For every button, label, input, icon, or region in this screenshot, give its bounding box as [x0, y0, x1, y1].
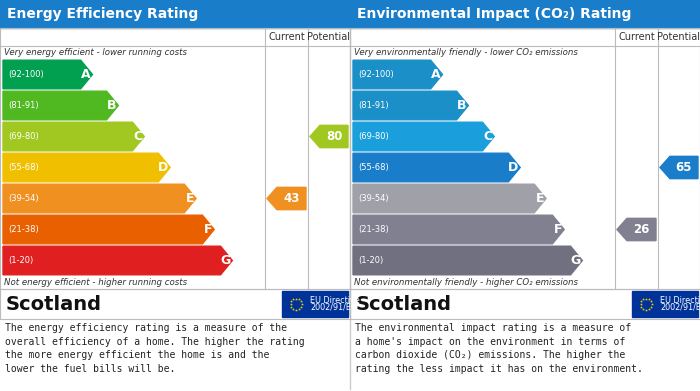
Polygon shape	[353, 91, 468, 120]
Polygon shape	[353, 60, 442, 89]
Text: (1-20): (1-20)	[8, 256, 34, 265]
Polygon shape	[353, 122, 494, 151]
Text: C: C	[133, 130, 142, 143]
Text: A: A	[81, 68, 90, 81]
Polygon shape	[353, 215, 564, 244]
Text: G: G	[570, 254, 580, 267]
Text: A: A	[431, 68, 440, 81]
Polygon shape	[3, 122, 144, 151]
Text: Very environmentally friendly - lower CO₂ emissions: Very environmentally friendly - lower CO…	[354, 48, 578, 57]
Text: 80: 80	[326, 130, 342, 143]
Bar	[0, 28, 350, 289]
Text: F: F	[204, 223, 212, 236]
Bar	[350, 0, 700, 28]
Bar	[632, 291, 698, 317]
Text: B: B	[457, 99, 466, 112]
Polygon shape	[3, 91, 118, 120]
Text: Energy Efficiency Rating: Energy Efficiency Rating	[7, 7, 198, 21]
Text: (1-20): (1-20)	[358, 256, 384, 265]
Text: (69-80): (69-80)	[358, 132, 388, 141]
Text: (55-68): (55-68)	[358, 163, 388, 172]
Polygon shape	[353, 184, 546, 213]
Polygon shape	[3, 246, 232, 275]
Text: D: D	[508, 161, 518, 174]
Text: (55-68): (55-68)	[8, 163, 38, 172]
Text: Scotland: Scotland	[356, 294, 452, 314]
Polygon shape	[660, 156, 698, 179]
Text: E: E	[186, 192, 194, 205]
Polygon shape	[3, 215, 214, 244]
Polygon shape	[267, 187, 306, 210]
Polygon shape	[310, 126, 348, 148]
Text: (21-38): (21-38)	[358, 225, 388, 234]
Text: Current: Current	[618, 32, 655, 42]
Text: (81-91): (81-91)	[358, 101, 388, 110]
Text: 65: 65	[676, 161, 692, 174]
Bar	[350, 289, 700, 319]
Text: C: C	[483, 130, 492, 143]
Polygon shape	[617, 218, 656, 240]
Text: B: B	[107, 99, 116, 112]
Polygon shape	[3, 184, 196, 213]
Bar	[0, 289, 350, 319]
Text: Potential: Potential	[307, 32, 351, 42]
Text: G: G	[220, 254, 230, 267]
Polygon shape	[353, 246, 582, 275]
Text: Not environmentally friendly - higher CO₂ emissions: Not environmentally friendly - higher CO…	[354, 278, 578, 287]
Text: (69-80): (69-80)	[8, 132, 38, 141]
Bar	[350, 28, 700, 289]
Text: 43: 43	[284, 192, 300, 205]
Text: Very energy efficient - lower running costs: Very energy efficient - lower running co…	[4, 48, 187, 57]
Text: The energy efficiency rating is a measure of the
overall efficiency of a home. T: The energy efficiency rating is a measur…	[5, 323, 304, 374]
Polygon shape	[353, 153, 520, 182]
Text: EU Directive: EU Directive	[310, 296, 360, 305]
Text: Scotland: Scotland	[6, 294, 102, 314]
Polygon shape	[3, 60, 92, 89]
Text: Environmental Impact (CO₂) Rating: Environmental Impact (CO₂) Rating	[357, 7, 631, 21]
Text: The environmental impact rating is a measure of
a home's impact on the environme: The environmental impact rating is a mea…	[355, 323, 643, 374]
Text: Potential: Potential	[657, 32, 700, 42]
Text: 26: 26	[634, 223, 650, 236]
Text: E: E	[536, 192, 544, 205]
Polygon shape	[3, 153, 170, 182]
Text: Not energy efficient - higher running costs: Not energy efficient - higher running co…	[4, 278, 187, 287]
Text: (39-54): (39-54)	[358, 194, 388, 203]
Bar	[0, 0, 350, 28]
Text: Current: Current	[268, 32, 305, 42]
Text: (21-38): (21-38)	[8, 225, 38, 234]
Text: 2002/91/EC: 2002/91/EC	[660, 303, 700, 312]
Text: 2002/91/EC: 2002/91/EC	[310, 303, 356, 312]
Text: (39-54): (39-54)	[8, 194, 38, 203]
Text: (81-91): (81-91)	[8, 101, 38, 110]
Text: (92-100): (92-100)	[8, 70, 43, 79]
Text: (92-100): (92-100)	[358, 70, 393, 79]
Bar	[282, 291, 348, 317]
Text: EU Directive: EU Directive	[660, 296, 700, 305]
Text: D: D	[158, 161, 168, 174]
Text: F: F	[554, 223, 562, 236]
